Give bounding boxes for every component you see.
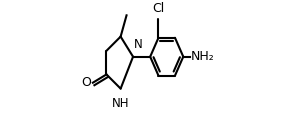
Text: N: N: [134, 38, 143, 51]
Text: NH₂: NH₂: [191, 50, 215, 63]
Text: Cl: Cl: [152, 2, 164, 15]
Text: NH: NH: [112, 97, 129, 110]
Text: O: O: [81, 76, 91, 89]
